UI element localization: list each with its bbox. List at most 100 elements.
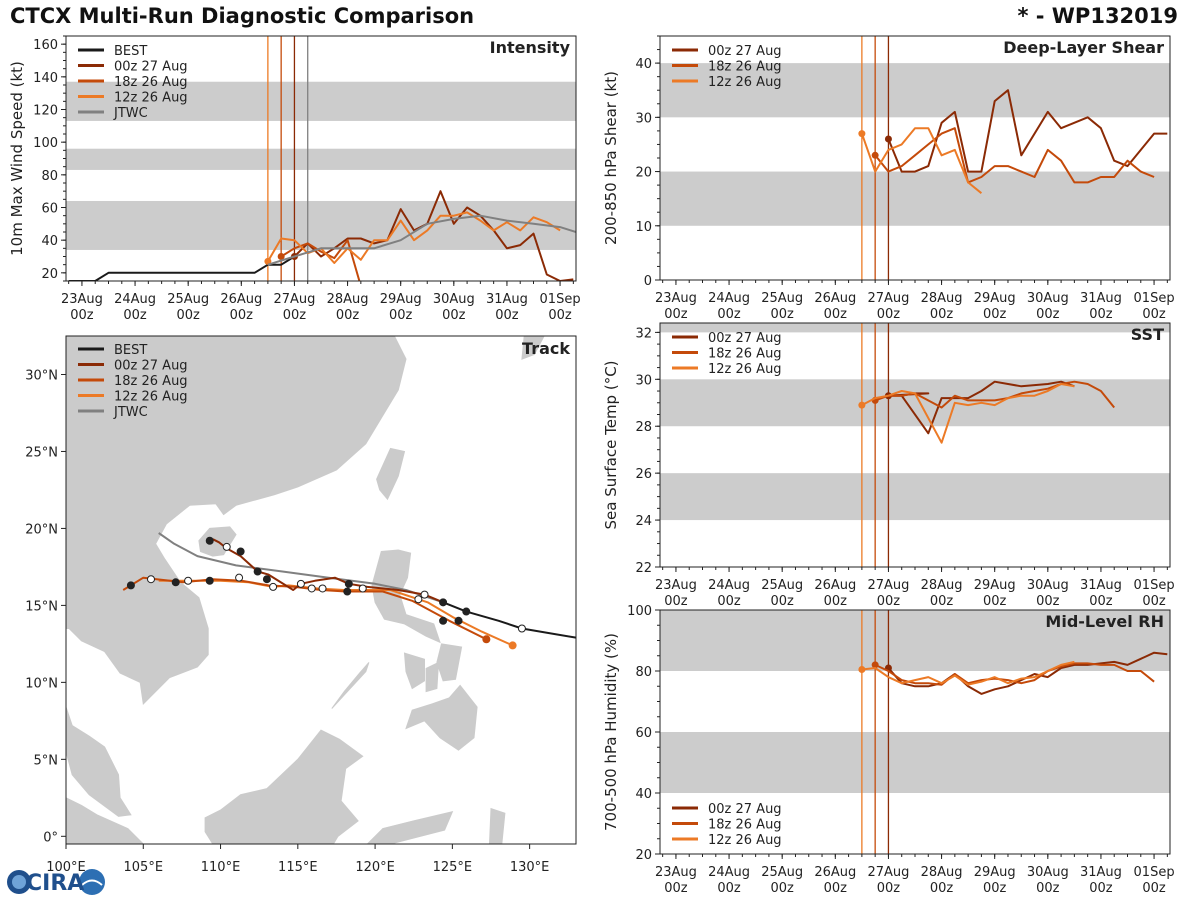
intensity-xtick-label: 00z	[336, 308, 360, 323]
shear-ylabel: 200-850 hPa Shear (kt)	[602, 71, 620, 245]
rh-xtick-label: 01Sep	[1134, 865, 1175, 880]
sst-xtick-label: 01Sep	[1134, 578, 1175, 593]
track-position-marker	[343, 587, 352, 596]
rh-ytick-label: 80	[635, 665, 652, 680]
intensity-series-line	[280, 239, 361, 281]
rh-series-line	[861, 660, 1075, 686]
sst-ytick-label: 22	[635, 561, 652, 576]
sst-xtick-label: 00z	[983, 594, 1007, 609]
rh-xtick-label: 00z	[1142, 881, 1166, 896]
intensity-xtick-label: 31Aug	[486, 292, 528, 307]
sst-xtick-label: 00z	[1036, 594, 1060, 609]
track-position-marker	[439, 616, 448, 625]
track-xtick-label: 100°E	[46, 860, 86, 875]
rh-xtick-label: 00z	[1036, 881, 1060, 896]
kyushu-landmass	[521, 336, 545, 360]
shear-series-line	[887, 89, 1168, 173]
intensity-legend-label: 12z 26 Aug	[114, 91, 188, 106]
sst-legend-label: 18z 26 Aug	[708, 347, 782, 362]
intensity-xtick-label: 00z	[177, 308, 201, 323]
rh-title: Mid-Level RH	[1045, 612, 1164, 631]
intensity-xtick-label: 26Aug	[220, 292, 262, 307]
sst-xtick-label: 00z	[717, 594, 741, 609]
sst-series-line	[861, 383, 1075, 444]
rh-xtick-label: 27Aug	[867, 865, 909, 880]
shear-series-line	[874, 127, 1155, 184]
track-chart: 100°E 105°E 110°E 115°E 120°E 125°E 130°E 0° 5°N…	[25, 335, 577, 875]
palawan-landmass	[331, 662, 370, 709]
track-start-point	[508, 641, 517, 650]
shear-xtick-label: 31Aug	[1080, 291, 1122, 306]
rh-xtick-label: 28Aug	[921, 865, 963, 880]
shear-xtick-label: 00z	[1089, 307, 1113, 322]
track-position-marker	[235, 573, 244, 582]
track-position-marker	[454, 616, 463, 625]
rh-xtick-label: 00z	[771, 881, 795, 896]
intensity-xtick-label: 00z	[230, 308, 254, 323]
rh-xtick-label: 00z	[877, 881, 901, 896]
shear-xtick-label: 28Aug	[921, 291, 963, 306]
rh-xtick-label: 00z	[1089, 881, 1113, 896]
shear-xtick-label: 25Aug	[761, 291, 803, 306]
rh-ytick-label: 100	[627, 604, 652, 619]
shear-band	[660, 171, 1170, 226]
shear-legend-label: 00z 27 Aug	[708, 44, 782, 59]
track-position-marker	[184, 576, 193, 585]
rh-series-start-point	[871, 661, 879, 669]
track-land	[66, 336, 545, 844]
cira-logo: CIRA	[4, 866, 108, 898]
rh-series-group	[858, 651, 1168, 695]
shear-ytick-label: 40	[635, 57, 652, 72]
sst-series-line	[887, 380, 1075, 435]
rh-xtick-label: 00z	[717, 881, 741, 896]
rh-band	[660, 610, 1170, 671]
intensity-ytick-label: 80	[41, 169, 58, 184]
intensity-xtick-label: 30Aug	[433, 292, 475, 307]
sst-series-group	[858, 380, 1115, 444]
intensity-xtick-label: 01Sep	[540, 292, 581, 307]
rh-ytick-label: 40	[635, 787, 652, 802]
track-position-marker	[307, 584, 316, 593]
rh-band	[660, 732, 1170, 793]
sst-ytick-label: 28	[635, 420, 652, 435]
shear-xtick-label: 26Aug	[814, 291, 856, 306]
track-position-marker	[147, 575, 155, 584]
shear-xtick-label: 00z	[1036, 307, 1060, 322]
sst-xtick-label: 00z	[877, 594, 901, 609]
shear-xtick-label: 00z	[824, 307, 848, 322]
sst-xtick-label: 00z	[1142, 594, 1166, 609]
shear-xtick-label: 00z	[983, 307, 1007, 322]
track-lines	[122, 532, 576, 650]
sst-band	[660, 473, 1170, 521]
shear-xtick-label: 29Aug	[974, 291, 1016, 306]
sst-xtick-label: 28Aug	[921, 578, 963, 593]
sst-xtick-label: 00z	[1089, 594, 1113, 609]
shear-xtick-label: 00z	[930, 307, 954, 322]
shear-xtick-label: 24Aug	[708, 291, 750, 306]
intensity-band	[66, 200, 576, 250]
intensity-series-group	[68, 190, 576, 281]
intensity-xtick-label: 29Aug	[380, 292, 422, 307]
rh-legend-label: 00z 27 Aug	[708, 802, 782, 817]
track-position-marker	[205, 576, 214, 585]
track-position-marker	[517, 624, 526, 633]
sst-ylabel: Sea Surface Temp (°C)	[602, 360, 620, 529]
intensity-legend-label: 00z 27 Aug	[114, 60, 188, 75]
shear-series-start-point	[858, 130, 866, 138]
track-position-marker	[414, 595, 423, 604]
intensity-xtick-label: 28Aug	[327, 292, 369, 307]
intensity-ylabel: 10m Max Wind Speed (kt)	[8, 61, 26, 256]
sst-xtick-label: 00z	[930, 594, 954, 609]
track-position-marker	[344, 579, 353, 588]
track-line	[158, 532, 444, 604]
rh-ytick-label: 20	[635, 848, 652, 863]
rh-xtick-label: 25Aug	[761, 865, 803, 880]
borneo-landmass	[204, 729, 364, 844]
rh-xtick-label: 24Aug	[708, 865, 750, 880]
sst-chart: 22242628303223Aug00z24Aug00z25Aug00z26Au…	[602, 322, 1175, 609]
intensity-xtick-label: 00z	[442, 308, 466, 323]
sst-band	[660, 379, 1170, 427]
